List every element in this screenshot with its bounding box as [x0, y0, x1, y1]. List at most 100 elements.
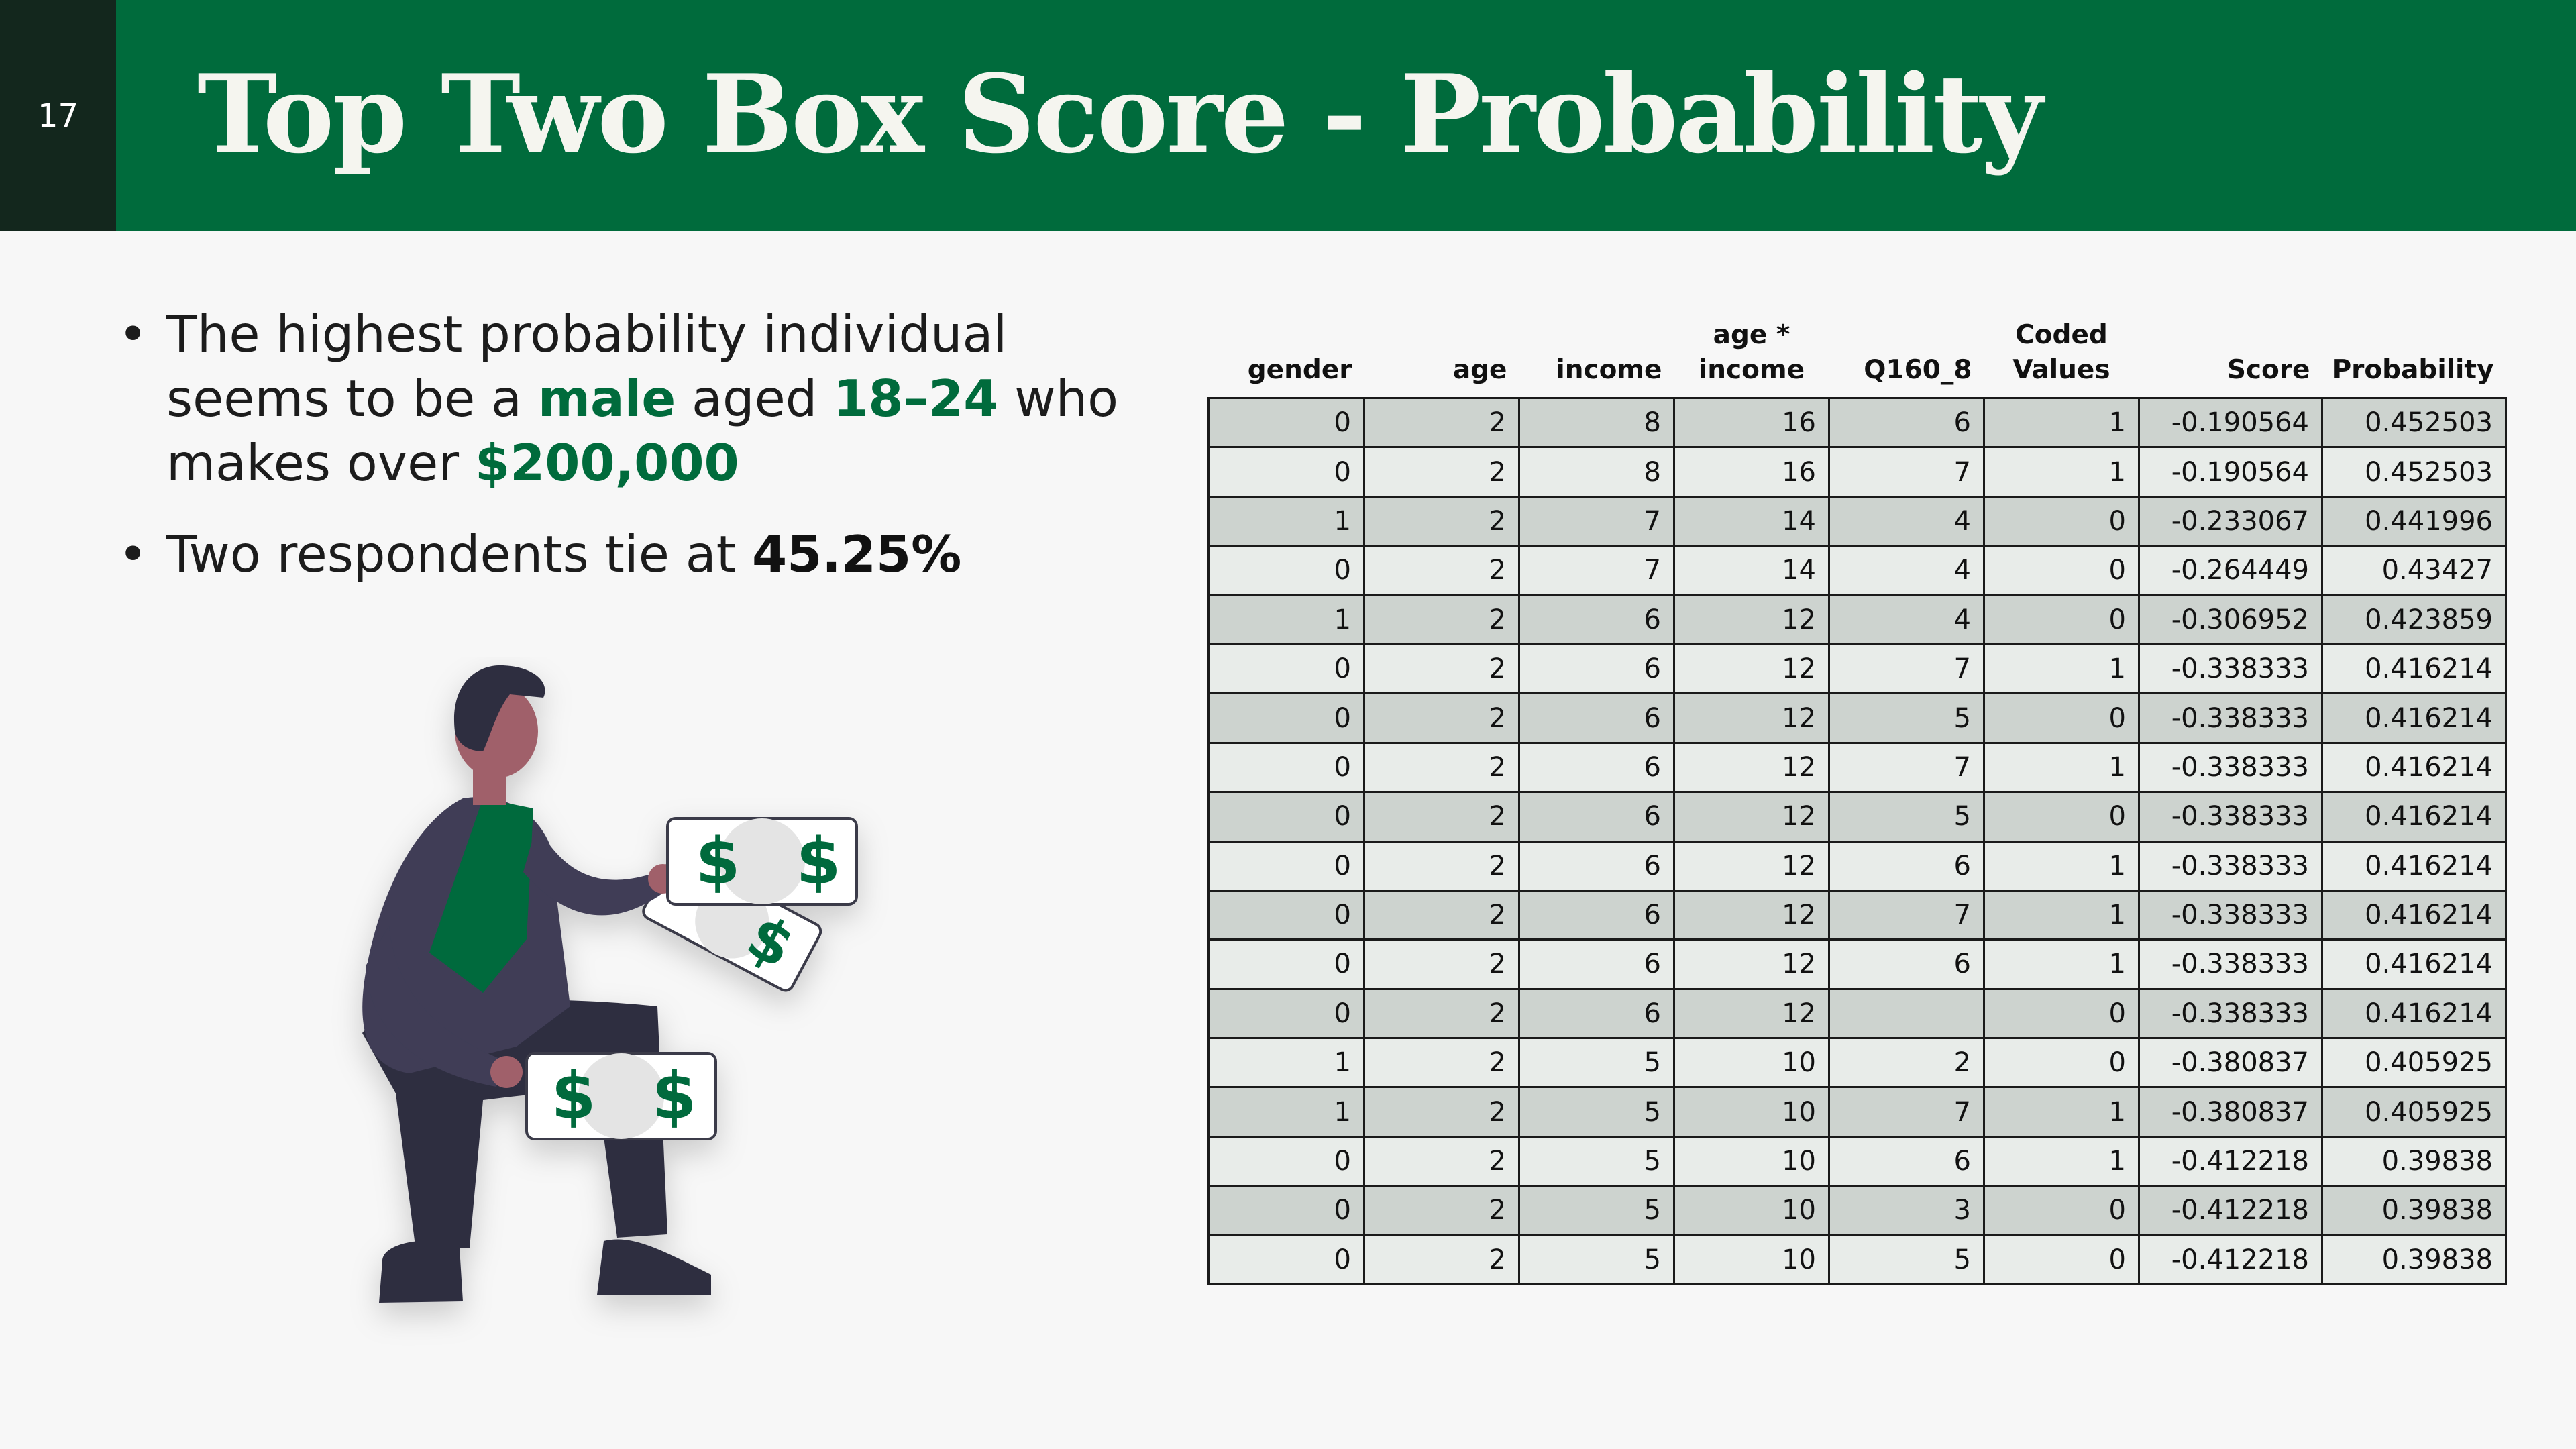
table-cell: 10 — [1673, 1234, 1830, 1286]
table-cell: -0.264449 — [2138, 545, 2323, 596]
table-cell: 2 — [1363, 495, 1520, 547]
table-cell: 0.416214 — [2321, 791, 2507, 843]
table-cell: 0.416214 — [2321, 741, 2507, 794]
table-header-row: gender age income age * income Q160_8 Coded Val… — [1209, 309, 2506, 398]
svg-text:$: $ — [551, 1059, 596, 1134]
table-cell: 0 — [1208, 840, 1365, 892]
table-cell: 0.441996 — [2321, 495, 2507, 547]
table-cell: 2 — [1363, 938, 1520, 990]
table-cell: 2 — [1363, 545, 1520, 596]
table-cell — [1828, 987, 1985, 1040]
table-cell: 12 — [1673, 987, 1830, 1040]
table-cell: 0 — [1208, 741, 1365, 794]
table-row: 1 2 7 14 4 0 -0.233067 0.441996 — [1208, 495, 2507, 547]
table-cell: 0 — [1208, 396, 1365, 449]
table-cell: 7 — [1828, 643, 1985, 695]
table-cell: -0.412218 — [2138, 1135, 2323, 1187]
table-cell: 7 — [1518, 495, 1675, 547]
table-cell: 12 — [1673, 840, 1830, 892]
table-cell: 1 — [1983, 889, 2140, 941]
table-cell: 0 — [1983, 594, 2140, 645]
table-cell: 5 — [1518, 1037, 1675, 1089]
table-cell: 14 — [1673, 545, 1830, 596]
table-cell: 0.416214 — [2321, 692, 2507, 744]
table-cell: 8 — [1518, 396, 1675, 449]
column-header-label: age — [1452, 355, 1507, 385]
table-row: 0 2 6 12 6 1 -0.338333 0.416214 — [1208, 840, 2507, 892]
table-row: 0 2 7 14 4 0 -0.264449 0.43427 — [1208, 545, 2507, 596]
table-cell: 5 — [1518, 1234, 1675, 1286]
column-header-label: Q160_8 — [1864, 355, 1972, 385]
table-cell: 0 — [1208, 987, 1365, 1040]
column-header: age * income — [1674, 309, 1829, 398]
table-cell: 0.39838 — [2321, 1135, 2507, 1187]
table-cell: 12 — [1673, 889, 1830, 941]
table-cell: 0 — [1208, 1234, 1365, 1286]
table-cell: 0 — [1983, 987, 2140, 1040]
table-cell: 1 — [1983, 1086, 2140, 1138]
table-row: 0 2 6 12 0 -0.338333 0.416214 — [1208, 987, 2507, 1040]
table-cell: 6 — [1828, 840, 1985, 892]
table-cell: 0.416214 — [2321, 643, 2507, 695]
table-row: 0 2 5 10 5 0 -0.412218 0.39838 — [1208, 1234, 2507, 1286]
table-cell: 0.416214 — [2321, 889, 2507, 941]
column-header-label: income — [1698, 355, 1805, 385]
table-cell: -0.338333 — [2138, 791, 2323, 843]
bullet-text: 45.25% — [751, 525, 962, 584]
table-cell: -0.412218 — [2138, 1234, 2323, 1286]
bullet-text: Two respondents tie at — [166, 525, 752, 584]
table-row: 0 2 5 10 6 1 -0.412218 0.39838 — [1208, 1135, 2507, 1187]
table-cell: -0.380837 — [2138, 1037, 2323, 1089]
title-bar: 17 Top Two Box Score - Probability — [0, 0, 2576, 231]
table-cell: 1 — [1208, 495, 1365, 547]
table-cell: 0.416214 — [2321, 987, 2507, 1040]
table-row: 1 2 5 10 7 1 -0.380837 0.405925 — [1208, 1086, 2507, 1138]
table-cell: 6 — [1518, 889, 1675, 941]
table-cell: 0 — [1983, 1234, 2140, 1286]
column-header-label: gender — [1247, 355, 1352, 385]
table-body: 0 2 8 16 6 1 -0.190564 0.452503 0 2 8 16 7 1 -0.190564… — [1208, 396, 2507, 1286]
table-cell: 12 — [1673, 643, 1830, 695]
table-cell: -0.190564 — [2138, 446, 2323, 498]
table-cell: 6 — [1518, 938, 1675, 990]
table-cell: 0.416214 — [2321, 938, 2507, 990]
table-cell: 16 — [1673, 446, 1830, 498]
table-cell: 0.43427 — [2321, 545, 2507, 596]
table-cell: -0.338333 — [2138, 840, 2323, 892]
table-cell: 2 — [1363, 1185, 1520, 1236]
table-cell: 2 — [1363, 741, 1520, 794]
table-cell: 0.452503 — [2321, 446, 2507, 498]
table-cell: 0 — [1208, 545, 1365, 596]
table-row: 0 2 6 12 5 0 -0.338333 0.416214 — [1208, 791, 2507, 843]
table-cell: 2 — [1363, 987, 1520, 1040]
table-cell: 12 — [1673, 594, 1830, 645]
table-cell: 1 — [1983, 741, 2140, 794]
column-header-label: Score — [2226, 355, 2310, 385]
table-cell: 5 — [1828, 692, 1985, 744]
table-cell: 0 — [1983, 1037, 2140, 1089]
table-row: 0 2 5 10 3 0 -0.412218 0.39838 — [1208, 1185, 2507, 1236]
column-header-label: age * — [1713, 320, 1790, 350]
table-cell: 2 — [1363, 594, 1520, 645]
table-cell: 0 — [1983, 692, 2140, 744]
table-cell: 6 — [1518, 643, 1675, 695]
table-row: 0 2 6 12 7 1 -0.338333 0.416214 — [1208, 889, 2507, 941]
table-cell: 5 — [1828, 1234, 1985, 1286]
table-cell: -0.380837 — [2138, 1086, 2323, 1138]
table-cell: 0 — [1983, 1185, 2140, 1236]
table-cell: -0.338333 — [2138, 938, 2323, 990]
svg-text:$: $ — [796, 824, 841, 899]
table-row: 0 2 8 16 6 1 -0.190564 0.452503 — [1208, 396, 2507, 449]
table-cell: 1 — [1983, 396, 2140, 449]
table-cell: 6 — [1518, 840, 1675, 892]
bullet-text: 18–24 — [833, 369, 999, 428]
bullet-text: The highest probability individual seems… — [166, 305, 1008, 428]
bullet-text: who makes over — [166, 369, 1119, 492]
table-row: 0 2 6 12 7 1 -0.338333 0.416214 — [1208, 643, 2507, 695]
table-cell: 2 — [1363, 1135, 1520, 1187]
table-cell: 7 — [1828, 889, 1985, 941]
table-cell: 10 — [1673, 1135, 1830, 1187]
table-cell: 3 — [1828, 1185, 1985, 1236]
table-row: 0 2 6 12 5 0 -0.338333 0.416214 — [1208, 692, 2507, 744]
table-cell: 6 — [1828, 1135, 1985, 1187]
